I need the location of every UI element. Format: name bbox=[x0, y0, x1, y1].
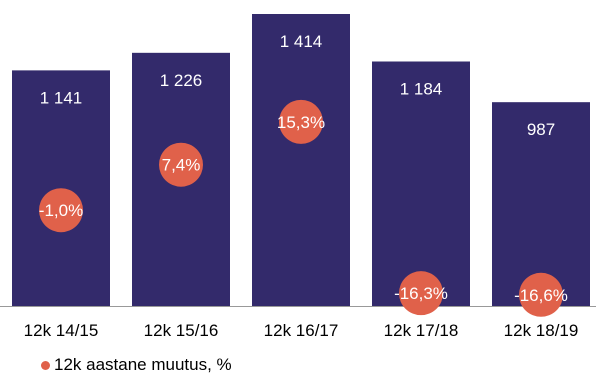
change-value-label: -16,6% bbox=[514, 286, 568, 305]
bar bbox=[252, 14, 350, 306]
bar-value-label: 987 bbox=[527, 120, 555, 139]
legend-swatch bbox=[41, 360, 50, 370]
legend-label: 12k aastane muutus, % bbox=[54, 355, 232, 374]
x-tick-label: 12k 18/19 bbox=[504, 321, 579, 340]
bar-value-label: 1 141 bbox=[40, 88, 83, 107]
legend: 12k aastane muutus, % bbox=[41, 355, 232, 375]
change-marker bbox=[279, 99, 323, 144]
bar-series: 1 141 1 226 1 414 1 184 987 bbox=[12, 14, 590, 307]
change-marker bbox=[39, 188, 83, 233]
change-series: -1,0% 7,4% 15,3% -16,3% -16,6% bbox=[39, 99, 568, 317]
change-marker bbox=[399, 271, 443, 316]
x-tick-label: 12k 15/16 bbox=[144, 321, 219, 340]
bar-value-label: 1 226 bbox=[160, 71, 203, 90]
change-value-label: -1,0% bbox=[39, 201, 83, 220]
change-value-label: 7,4% bbox=[162, 156, 201, 175]
x-tick-label: 12k 17/18 bbox=[384, 321, 459, 340]
change-marker bbox=[159, 142, 203, 187]
change-value-label: -16,3% bbox=[394, 284, 448, 303]
bar-value-label: 1 184 bbox=[400, 79, 443, 98]
bar bbox=[492, 102, 590, 306]
x-tick-label: 12k 16/17 bbox=[264, 321, 339, 340]
change-value-label: 15,3% bbox=[277, 113, 325, 132]
change-marker bbox=[519, 272, 563, 317]
bar-value-label: 1 414 bbox=[280, 32, 323, 51]
bar bbox=[12, 70, 110, 306]
x-axis-labels: 12k 14/15 12k 15/16 12k 16/17 12k 17/18 12k … bbox=[24, 321, 579, 340]
bar bbox=[372, 61, 470, 307]
x-tick-label: 12k 14/15 bbox=[24, 321, 99, 340]
